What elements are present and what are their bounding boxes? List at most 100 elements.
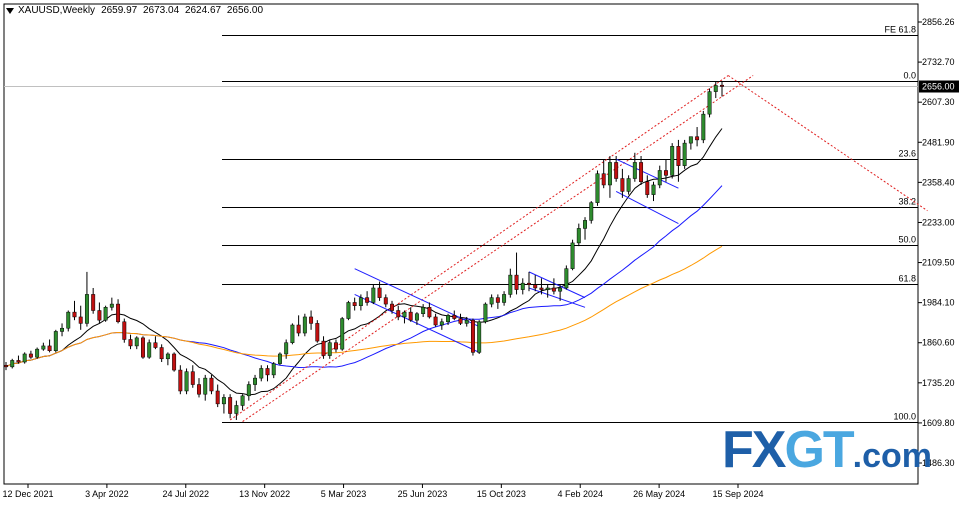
candle-body[interactable]	[390, 303, 394, 311]
candle-body[interactable]	[271, 363, 276, 376]
candle-body[interactable]	[377, 287, 382, 298]
candle-body[interactable]	[97, 310, 102, 321]
flag3-channel-upper[interactable]	[615, 158, 679, 189]
candle-body[interactable]	[22, 353, 27, 363]
candle-body[interactable]	[676, 146, 681, 166]
candle-body[interactable]	[707, 91, 712, 115]
candle-body[interactable]	[203, 377, 208, 395]
candle-body[interactable]	[495, 297, 500, 303]
candle-body[interactable]	[570, 242, 575, 269]
candle-body[interactable]	[221, 397, 226, 405]
candle-body[interactable]	[620, 178, 625, 192]
candle-body[interactable]	[651, 184, 656, 195]
candle-body[interactable]	[682, 142, 687, 166]
candle-body[interactable]	[564, 268, 569, 289]
candle-body[interactable]	[141, 337, 145, 358]
candle-body[interactable]	[253, 377, 258, 385]
candle-body[interactable]	[614, 162, 619, 179]
candle-body[interactable]	[452, 315, 457, 319]
candle-body[interactable]	[103, 307, 108, 321]
candle-body[interactable]	[508, 274, 513, 295]
collapse-triangle-icon[interactable]	[6, 7, 14, 14]
candle-body[interactable]	[720, 84, 724, 87]
candle-body[interactable]	[695, 136, 700, 141]
candle-body[interactable]	[402, 311, 407, 318]
candle-body[interactable]	[477, 321, 482, 353]
candle-body[interactable]	[302, 316, 307, 334]
candle-body[interactable]	[284, 342, 289, 355]
candle-body[interactable]	[352, 302, 357, 306]
candle-body[interactable]	[334, 342, 338, 350]
candle-body[interactable]	[16, 360, 21, 363]
candle-body[interactable]	[109, 303, 114, 308]
candle-body[interactable]	[421, 307, 426, 314]
candle-body[interactable]	[558, 287, 563, 292]
candle-body[interactable]	[122, 321, 127, 340]
candle-body[interactable]	[234, 405, 239, 414]
candle-body[interactable]	[41, 345, 46, 350]
candle-body[interactable]	[215, 390, 220, 405]
candle-body[interactable]	[296, 324, 301, 334]
candle-body[interactable]	[165, 353, 170, 360]
candle-body[interactable]	[259, 368, 264, 379]
candle-body[interactable]	[4, 364, 8, 368]
candle-body[interactable]	[128, 339, 133, 347]
flag-channel-upper[interactable]	[354, 268, 480, 328]
candle-body[interactable]	[10, 360, 15, 368]
trendline-upper[interactable]	[229, 75, 729, 421]
candle-body[interactable]	[35, 348, 40, 358]
candle-body[interactable]	[383, 297, 388, 305]
candle-body[interactable]	[228, 397, 233, 414]
candle-body[interactable]	[701, 113, 706, 141]
candle-body[interactable]	[670, 146, 675, 176]
candle-body[interactable]	[607, 162, 612, 186]
candle-body[interactable]	[28, 353, 33, 358]
candle-body[interactable]	[315, 323, 320, 342]
candle-body[interactable]	[246, 384, 251, 397]
candle-body[interactable]	[576, 228, 581, 244]
candle-body[interactable]	[365, 297, 370, 303]
candle-body[interactable]	[197, 384, 201, 395]
candle-body[interactable]	[433, 316, 438, 326]
candle-body[interactable]	[533, 284, 538, 289]
trendline-projection[interactable]	[727, 75, 928, 212]
candle-body[interactable]	[66, 311, 71, 329]
candle-body[interactable]	[91, 294, 96, 311]
candle-body[interactable]	[134, 337, 139, 347]
candle-body[interactable]	[427, 307, 432, 318]
candle-body[interactable]	[713, 85, 718, 92]
candle-body[interactable]	[446, 315, 451, 323]
candle-body[interactable]	[84, 294, 89, 324]
candle-body[interactable]	[396, 310, 401, 318]
candle-body[interactable]	[632, 162, 637, 179]
candle-body[interactable]	[414, 313, 419, 321]
candle-body[interactable]	[147, 342, 152, 358]
candle-body[interactable]	[358, 297, 363, 306]
candle-body[interactable]	[327, 342, 332, 356]
candle-body[interactable]	[483, 303, 488, 323]
candle-body[interactable]	[664, 170, 668, 176]
candle-body[interactable]	[601, 173, 606, 186]
candle-body[interactable]	[408, 311, 413, 321]
candle-body[interactable]	[371, 287, 376, 303]
candle-body[interactable]	[346, 302, 351, 319]
candle-body[interactable]	[159, 347, 164, 360]
candle-body[interactable]	[60, 327, 64, 332]
candle-body[interactable]	[657, 170, 662, 186]
candle-body[interactable]	[53, 331, 58, 352]
candle-body[interactable]	[583, 220, 587, 229]
candle-body[interactable]	[72, 311, 77, 318]
candle-body[interactable]	[178, 369, 183, 392]
candle-body[interactable]	[458, 318, 463, 324]
candle-body[interactable]	[184, 371, 189, 392]
candle-body[interactable]	[589, 202, 594, 221]
candle-body[interactable]	[645, 181, 650, 195]
flag2-channel-lower[interactable]	[528, 287, 586, 308]
candle-body[interactable]	[290, 324, 295, 343]
candle-body[interactable]	[277, 353, 282, 364]
candle-body[interactable]	[551, 287, 556, 292]
candle-body[interactable]	[265, 368, 270, 376]
candle-body[interactable]	[595, 173, 600, 203]
